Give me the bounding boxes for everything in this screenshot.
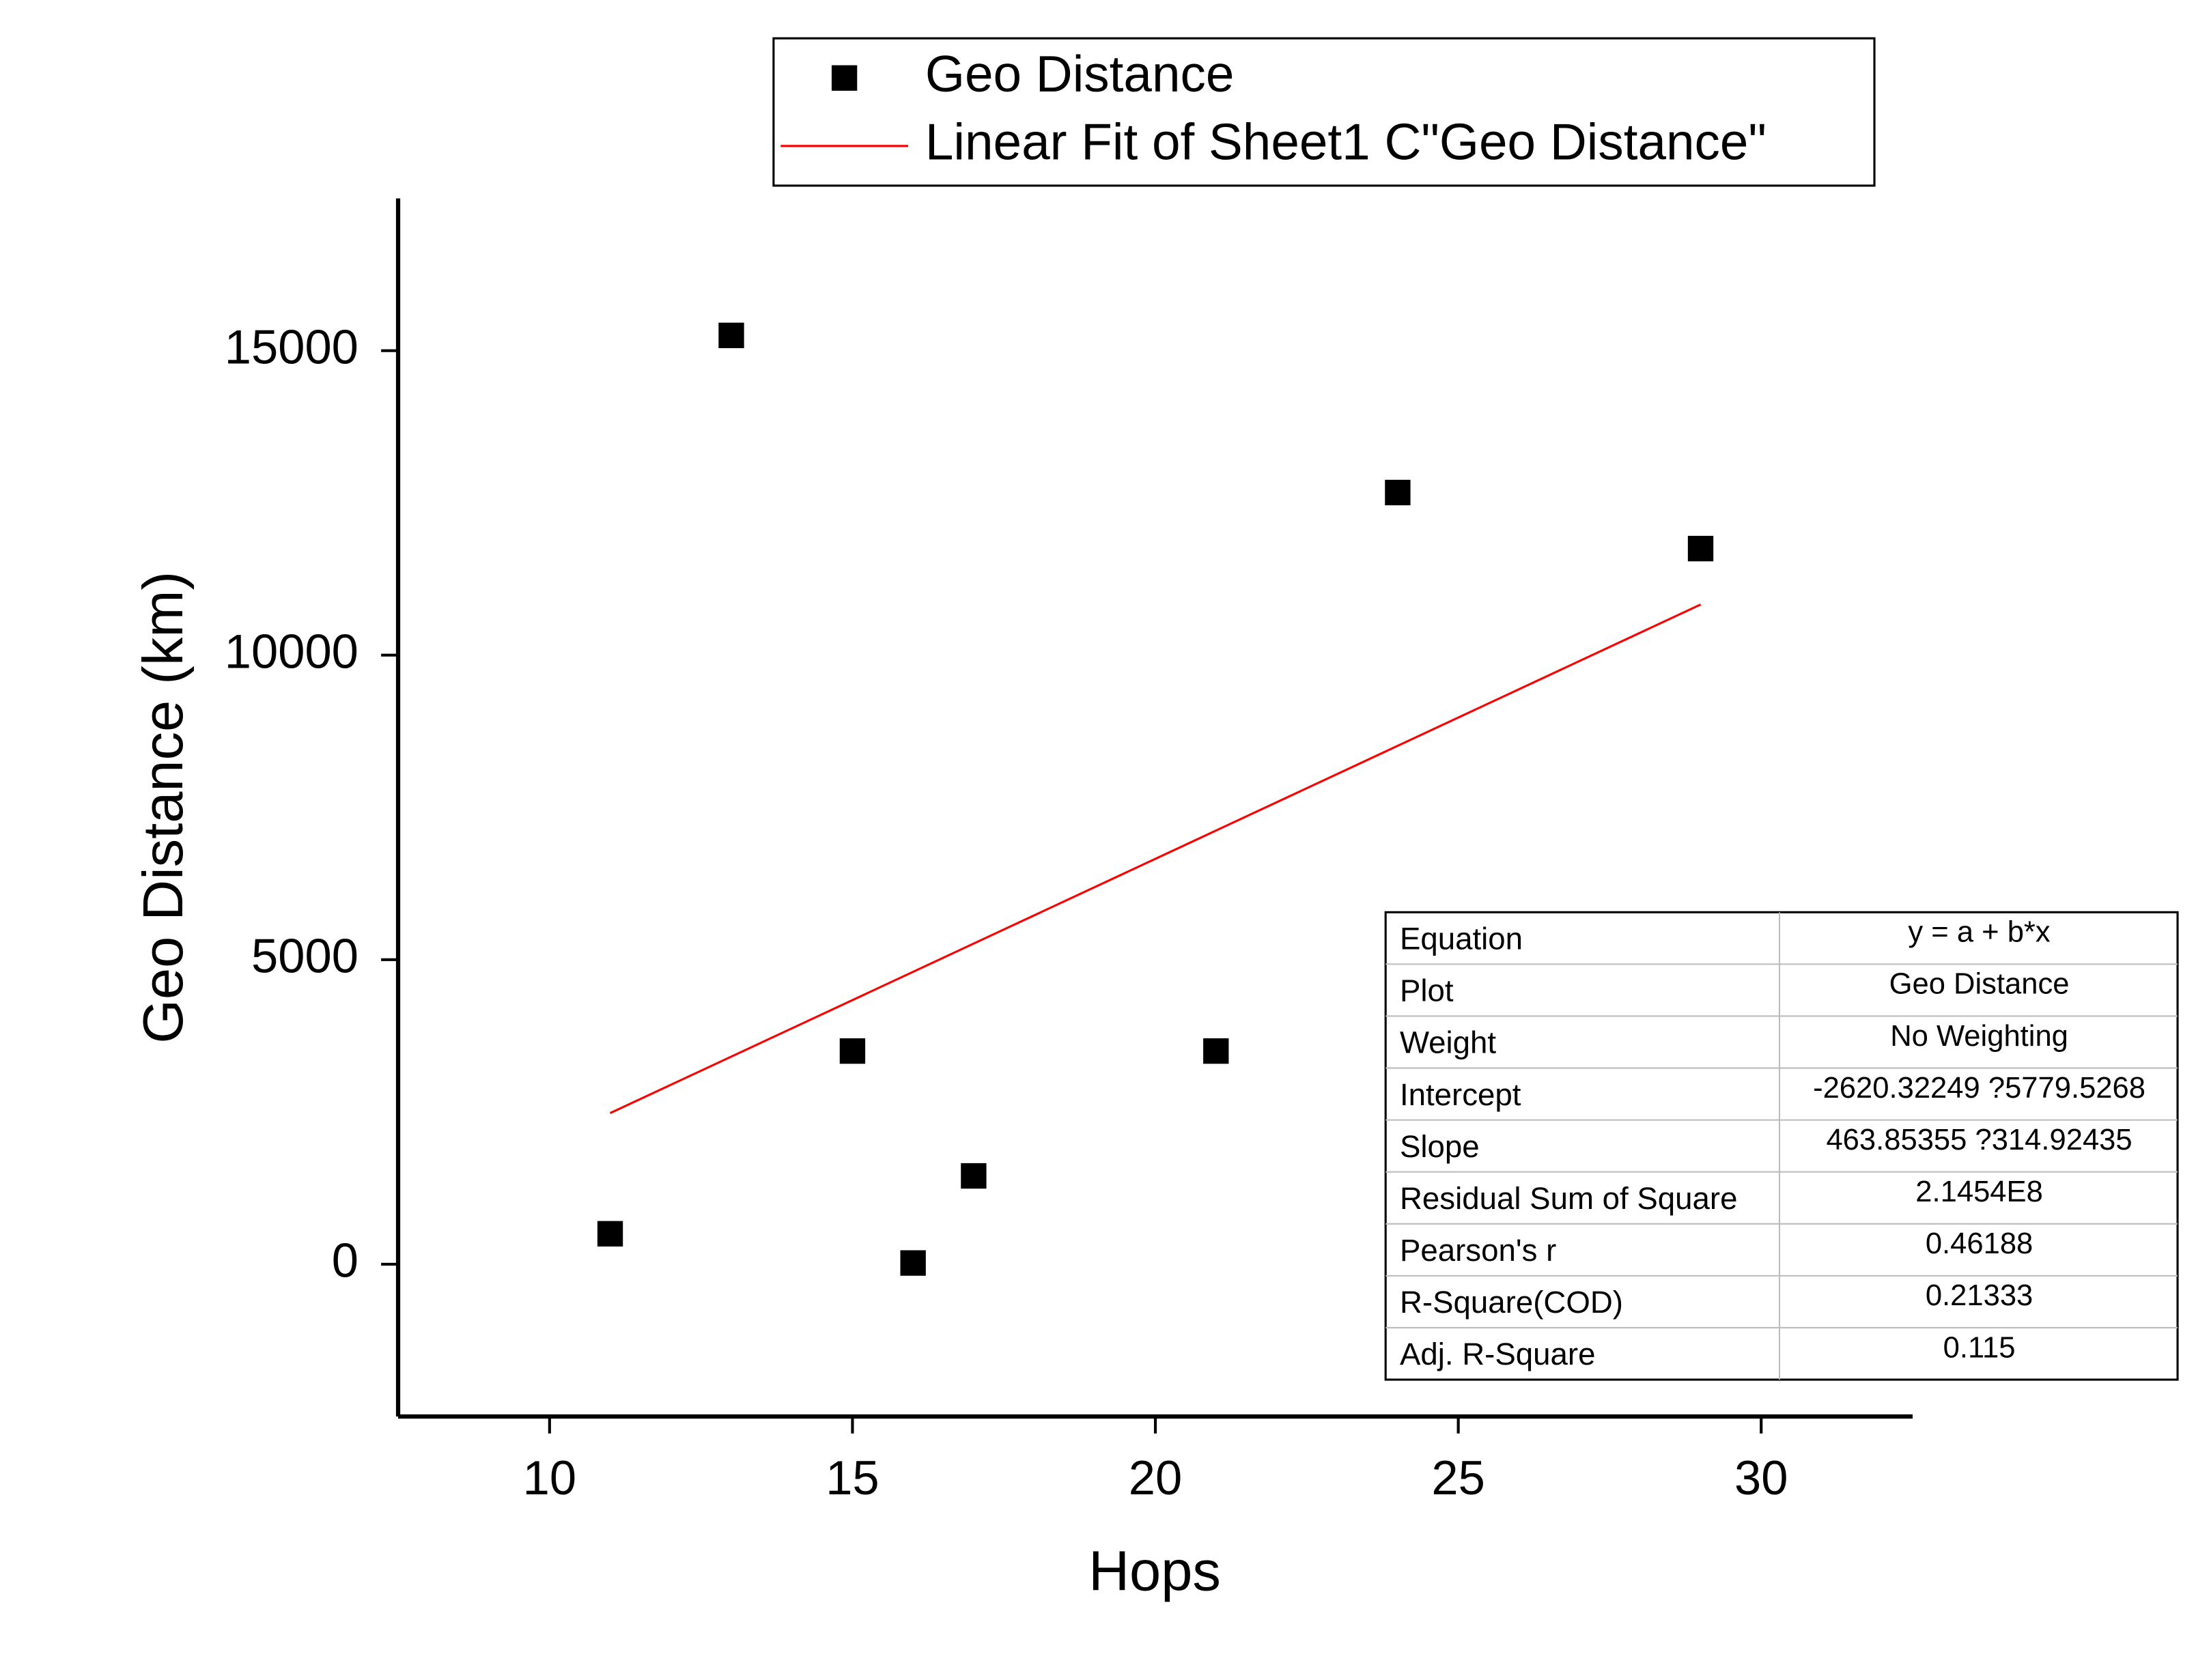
table-cell: No Weighting (1890, 1020, 2068, 1053)
table-cell: Pearson's r (1400, 1233, 1556, 1268)
x-axis-label: Hops (1088, 1539, 1221, 1602)
table-cell: 0.46188 (1926, 1227, 2033, 1260)
table-cell: 2.1454E8 (1915, 1176, 2043, 1208)
table-cell: 0.115 (1943, 1331, 2016, 1364)
data-point (1687, 535, 1714, 562)
table-cell: y = a + b*x (1908, 916, 2050, 949)
stats-table (1384, 911, 2179, 1381)
table-cell: R-Square(COD) (1400, 1285, 1623, 1320)
legend-label: Linear Fit of Sheet1 C"Geo Distance" (925, 113, 1766, 171)
fit-line (609, 603, 1702, 1114)
y-tick-label: 0 (332, 1234, 358, 1287)
legend-label: Geo Distance (925, 45, 1235, 102)
x-tick-label: 30 (1734, 1451, 1788, 1505)
data-point (1203, 1038, 1229, 1064)
x-tick-label: 25 (1431, 1451, 1484, 1505)
data-point (961, 1163, 987, 1189)
table-cell: Geo Distance (1889, 968, 2070, 1001)
table-cell: Intercept (1400, 1077, 1521, 1112)
table-cell: 463.85355 ?314.92435 (1826, 1124, 2132, 1156)
y-tick-label: 5000 (251, 928, 358, 982)
table-cell: Residual Sum of Square (1400, 1181, 1738, 1216)
y-tick-label: 10000 (225, 624, 358, 678)
data-point (839, 1038, 866, 1064)
table-cell: Weight (1400, 1025, 1496, 1060)
data-point (597, 1221, 623, 1247)
table-cell: Plot (1400, 973, 1454, 1008)
x-tick-label: 15 (826, 1451, 879, 1505)
legend-box (772, 37, 1876, 187)
table-cell: 0.21333 (1926, 1279, 2033, 1312)
legend-marker (831, 65, 858, 91)
x-tick-label: 10 (523, 1451, 576, 1505)
table-cell: Slope (1400, 1129, 1480, 1164)
y-axis-label: Geo Distance (km) (131, 571, 195, 1044)
table-cell: Equation (1400, 922, 1523, 956)
y-tick-label: 15000 (225, 319, 358, 373)
data-point (900, 1250, 926, 1276)
x-tick-label: 20 (1129, 1451, 1182, 1505)
data-point (1385, 479, 1411, 506)
data-point (718, 322, 744, 349)
table-cell: -2620.32249 ?5779.5268 (1813, 1072, 2145, 1105)
table-cell: Adj. R-Square (1400, 1337, 1596, 1371)
